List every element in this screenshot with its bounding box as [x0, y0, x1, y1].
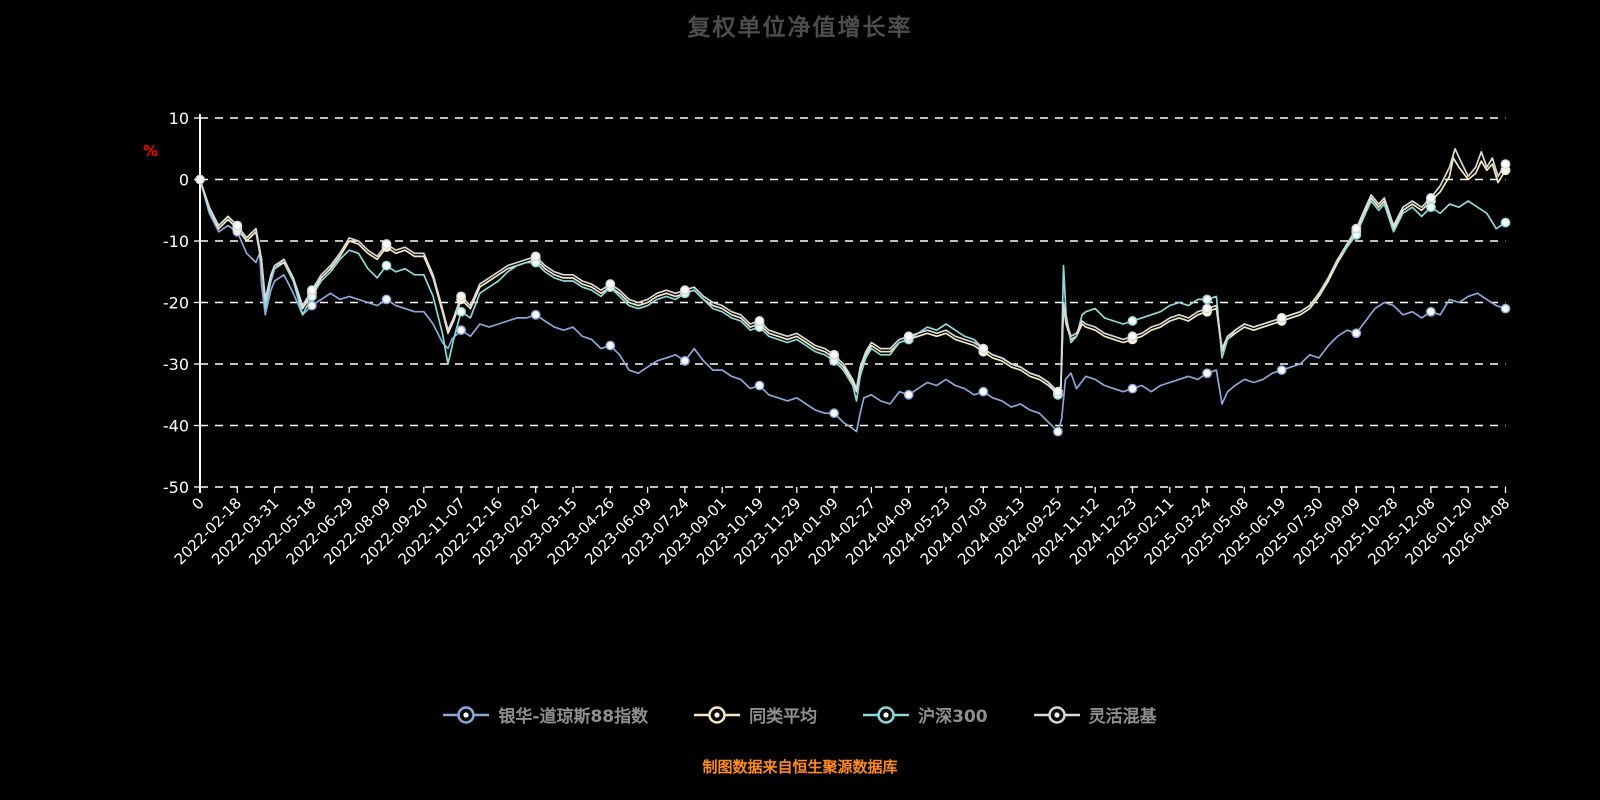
series-marker-0 [1053, 426, 1063, 437]
legend: 银华-道琼斯88指数 同类平均 沪深300 灵活混基 [0, 702, 1600, 727]
y-axis-unit-percent: % [143, 142, 158, 160]
series-marker-0 [1127, 383, 1138, 394]
series-marker-3 [456, 291, 466, 302]
series-marker-0 [903, 389, 914, 400]
series-marker-0 [680, 356, 690, 366]
series-marker-3 [1053, 386, 1063, 397]
y-axis-label: -30 [163, 355, 189, 374]
series-marker-0 [1426, 306, 1436, 317]
line-series-marker-icon [863, 705, 910, 724]
series-marker-0 [306, 300, 317, 311]
series-marker-3 [1127, 331, 1138, 342]
y-axis-label: 0 [179, 171, 189, 190]
series-marker-2 [1202, 294, 1213, 305]
series-marker-2 [456, 306, 466, 317]
series-marker-3 [530, 251, 541, 262]
series-line-1 [199, 157, 1507, 396]
y-axis-label: -50 [163, 478, 189, 497]
legend-item-flexible-mixed[interactable]: 灵活混基 [1033, 702, 1157, 727]
series-line-3 [199, 147, 1507, 393]
series-marker-3 [232, 220, 243, 231]
line-series-marker-icon [694, 705, 741, 724]
series-marker-0 [1202, 368, 1213, 379]
series-marker-2 [1426, 202, 1436, 213]
legend-label: 同类平均 [749, 707, 818, 727]
series-marker-3 [754, 316, 765, 326]
series-line-0 [199, 178, 1507, 433]
series-marker-3 [195, 174, 205, 185]
series-marker-2 [1500, 217, 1511, 228]
y-axis-label: -40 [163, 417, 189, 436]
line-series-marker-icon [1033, 705, 1080, 724]
series-marker-3 [1426, 193, 1436, 203]
legend-label: 银华-道琼斯88指数 [498, 707, 649, 727]
legend-label: 沪深300 [918, 707, 988, 727]
series-marker-3 [978, 343, 989, 354]
series-marker-3 [1276, 312, 1287, 323]
legend-item-peer-average[interactable]: 同类平均 [694, 702, 817, 727]
series-marker-0 [381, 294, 392, 305]
series-marker-0 [530, 309, 541, 320]
series-marker-3 [605, 279, 616, 289]
series-marker-0 [1276, 365, 1287, 376]
series-marker-3 [1351, 223, 1362, 234]
series-marker-3 [306, 285, 317, 296]
chart-title: 复权单位净值增长率 [687, 15, 913, 41]
y-axis-label: 10 [169, 109, 189, 128]
series-marker-3 [1500, 159, 1511, 170]
data-source-note: 制图数据来自恒生聚源数据库 [702, 758, 898, 776]
series-marker-3 [381, 239, 392, 249]
series-marker-3 [903, 331, 914, 342]
series-marker-0 [1500, 303, 1511, 314]
line-series-marker-icon [443, 705, 490, 724]
series-marker-3 [680, 285, 690, 296]
series-marker-3 [1202, 303, 1213, 314]
series-line-2 [199, 178, 1507, 402]
x-axis-label: 0 [188, 494, 207, 513]
series-marker-0 [1351, 328, 1362, 339]
series-marker-2 [1127, 316, 1138, 326]
series-marker-0 [978, 386, 989, 397]
y-axis-label: -10 [163, 232, 189, 251]
legend-item-yinhua-dj88[interactable]: 银华-道琼斯88指数 [443, 702, 648, 727]
series-marker-0 [605, 340, 616, 351]
y-axis-label: -20 [163, 294, 189, 313]
series-marker-0 [754, 380, 765, 391]
legend-item-hs300[interactable]: 沪深300 [863, 702, 988, 727]
series-marker-3 [829, 349, 839, 360]
legend-label: 灵活混基 [1088, 707, 1157, 727]
series-marker-2 [381, 260, 392, 271]
series-marker-0 [456, 325, 466, 336]
series-marker-0 [829, 408, 839, 419]
